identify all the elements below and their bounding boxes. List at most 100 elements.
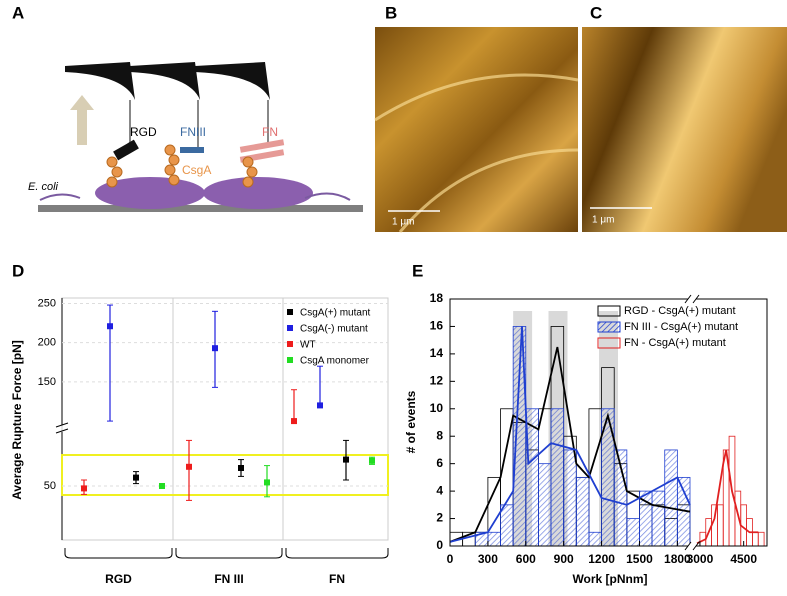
point bbox=[369, 457, 375, 464]
y-tick-label: 10 bbox=[430, 401, 444, 415]
legend-label: CsgA(-) mutant bbox=[300, 324, 368, 335]
panel-label: D bbox=[12, 261, 24, 280]
legend-swatch bbox=[597, 321, 621, 333]
panel-c: C 1 μm bbox=[582, 3, 787, 232]
legend-swatch bbox=[287, 325, 293, 331]
cell-edge bbox=[374, 73, 579, 233]
point bbox=[291, 418, 297, 425]
point bbox=[317, 402, 323, 409]
legend-swatch bbox=[287, 309, 293, 315]
afm-image bbox=[582, 27, 787, 232]
histogram-bar bbox=[538, 463, 552, 547]
point bbox=[212, 345, 218, 352]
cell bbox=[203, 177, 313, 209]
panel-label: C bbox=[590, 3, 602, 22]
histogram-bar bbox=[664, 449, 678, 547]
y-tick-label: 6 bbox=[436, 456, 443, 470]
cell-label: E. coli bbox=[28, 181, 59, 193]
linker-label: FNIII bbox=[180, 125, 206, 139]
y-axis-title: Average Rupture Force [pN] bbox=[10, 340, 24, 500]
panel-b: B 1 μm bbox=[374, 3, 579, 233]
x-tick-label: 4500 bbox=[730, 552, 757, 566]
cell bbox=[95, 177, 205, 209]
group-label: FN III bbox=[214, 572, 243, 586]
histogram-bar bbox=[588, 531, 602, 547]
point bbox=[159, 483, 165, 489]
rgd-block bbox=[113, 139, 139, 161]
group-bracket bbox=[64, 548, 173, 559]
legend-swatch bbox=[597, 305, 621, 317]
flagella bbox=[39, 192, 351, 201]
legend-label: CsgA monomer bbox=[300, 356, 370, 367]
y-tick-label: 200 bbox=[38, 337, 56, 349]
panel-label: B bbox=[385, 3, 397, 22]
x-tick-label: 1800 bbox=[664, 552, 691, 566]
x-axis-title: Work [pNnm] bbox=[572, 572, 647, 586]
scale-label: 1 μm bbox=[592, 215, 614, 226]
y-tick-label: 12 bbox=[430, 374, 444, 388]
y-tick-label: 16 bbox=[430, 319, 444, 333]
x-tick-label: 1500 bbox=[626, 552, 653, 566]
substrate bbox=[38, 205, 363, 212]
cantilever bbox=[65, 62, 135, 100]
histogram-bar bbox=[500, 504, 514, 547]
y-tick-label: 4 bbox=[436, 483, 443, 497]
x-tick-label: 300 bbox=[478, 552, 498, 566]
y-tick-label: 8 bbox=[436, 428, 443, 442]
legend-label: WT bbox=[300, 340, 316, 351]
pull-arrow bbox=[70, 95, 94, 145]
axis-break bbox=[684, 294, 700, 551]
y-tick-label: 250 bbox=[38, 297, 56, 309]
fn-block bbox=[239, 139, 285, 153]
panel-label: E bbox=[412, 261, 423, 280]
point bbox=[264, 479, 270, 486]
highlight-box bbox=[61, 454, 389, 496]
x-tick-label: 1200 bbox=[588, 552, 615, 566]
group-bracket bbox=[285, 548, 389, 559]
group-label: RGD bbox=[105, 572, 132, 586]
histogram-bar bbox=[651, 490, 666, 547]
legend-swatch bbox=[597, 337, 621, 349]
plot-frame bbox=[449, 298, 768, 547]
legend-label: FN III - CsgA(+) mutant bbox=[624, 321, 738, 333]
histogram-bar bbox=[487, 531, 501, 547]
point bbox=[186, 463, 192, 470]
fit-line bbox=[449, 346, 691, 543]
panel-e: E # of events Work [pNnm] bbox=[404, 261, 647, 586]
fit-line bbox=[696, 449, 759, 545]
x-tick-label: 900 bbox=[554, 552, 574, 566]
point bbox=[343, 456, 349, 463]
y-tick-label: 150 bbox=[38, 376, 56, 388]
cantilever bbox=[130, 62, 200, 100]
afm-image bbox=[375, 27, 578, 232]
x-tick-label: 0 bbox=[447, 552, 454, 566]
y-tick-label: 2 bbox=[436, 511, 443, 525]
y-tick-label: 14 bbox=[430, 346, 444, 360]
csga-beads bbox=[106, 144, 258, 188]
y-tick-label: 50 bbox=[44, 480, 56, 492]
histogram-bar bbox=[626, 518, 640, 547]
panel-a: A RGD FNIII FN CsgA E. coli bbox=[12, 3, 363, 212]
histogram-bar bbox=[550, 408, 565, 547]
point bbox=[107, 323, 113, 330]
legend-swatch bbox=[287, 341, 293, 347]
legend-swatch bbox=[287, 357, 293, 363]
legend-label: CsgA(+) mutant bbox=[300, 308, 371, 319]
scale-label: 1 μm bbox=[392, 217, 414, 228]
group-bracket bbox=[175, 548, 283, 559]
fit-line bbox=[449, 326, 691, 543]
histogram-bar bbox=[575, 476, 590, 547]
protein-label: CsgA bbox=[182, 163, 211, 177]
group-label: FN bbox=[329, 572, 345, 586]
axis-break-gap bbox=[688, 296, 696, 302]
y-tick-label: 18 bbox=[430, 291, 444, 305]
x-tick-label: 3000 bbox=[687, 552, 714, 566]
point bbox=[81, 485, 87, 492]
panel-label: A bbox=[12, 3, 24, 22]
y-tick-label: 0 bbox=[436, 538, 443, 552]
legend-label: FN - CsgA(+) mutant bbox=[624, 337, 726, 349]
legend-label: RGD - CsgA(+) mutant bbox=[624, 305, 736, 317]
fniii-block bbox=[180, 147, 204, 153]
axis-break bbox=[55, 422, 69, 434]
